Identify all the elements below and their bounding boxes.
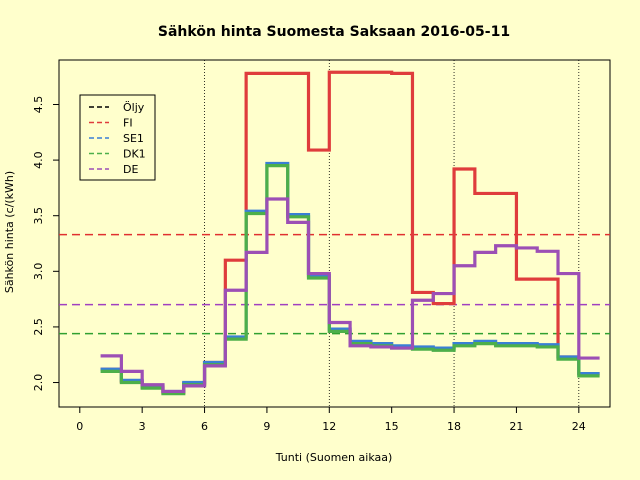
x-tick-label-1: 3 bbox=[139, 420, 146, 433]
series-lines bbox=[100, 70, 600, 396]
legend-label-3: DK1 bbox=[123, 147, 146, 160]
legend-label-4: DE bbox=[123, 163, 138, 176]
legend-box bbox=[79, 94, 156, 181]
y-tick-label-0: 2.0 bbox=[32, 374, 45, 392]
x-tick-label-2: 6 bbox=[201, 420, 208, 433]
y-tick-label-5: 4.5 bbox=[32, 96, 45, 114]
x-tick-label-0: 0 bbox=[76, 420, 83, 433]
gridlines bbox=[204, 60, 580, 407]
y-axis-label: Sähkön hinta (c/(kWh) bbox=[3, 171, 16, 293]
x-tick-label-8: 24 bbox=[572, 420, 586, 433]
x-axis: 0 3 6 9 12 15 18 21 24 bbox=[76, 407, 586, 433]
y-axis: 2.0 2.5 3.0 3.5 4.0 4.5 bbox=[32, 96, 59, 392]
plot-frame bbox=[58, 59, 611, 408]
x-tick-label-6: 18 bbox=[447, 420, 461, 433]
series-line-4 bbox=[100, 197, 600, 394]
x-tick-label-7: 21 bbox=[509, 420, 523, 433]
y-tick-label-4: 4.0 bbox=[32, 151, 45, 169]
legend-label-2: SE1 bbox=[123, 132, 144, 145]
legend-label-1: FI bbox=[123, 116, 133, 129]
x-axis-label: Tunti (Suomen aikaa) bbox=[275, 451, 393, 464]
y-tick-label-3: 3.5 bbox=[32, 207, 45, 225]
y-tick-label-2: 3.0 bbox=[32, 263, 45, 281]
series-line-2 bbox=[100, 161, 600, 394]
x-tick-label-3: 9 bbox=[263, 420, 270, 433]
legend: Öljy FI SE1 DK1 DE bbox=[79, 94, 156, 181]
legend-label-0: Öljy bbox=[123, 101, 145, 114]
chart-title: Sähkön hinta Suomesta Saksaan 2016-05-11 bbox=[158, 24, 510, 40]
x-tick-label-5: 15 bbox=[385, 420, 399, 433]
y-tick-label-1: 2.5 bbox=[32, 318, 45, 336]
x-tick-label-4: 12 bbox=[322, 420, 336, 433]
average-lines bbox=[59, 233, 610, 335]
